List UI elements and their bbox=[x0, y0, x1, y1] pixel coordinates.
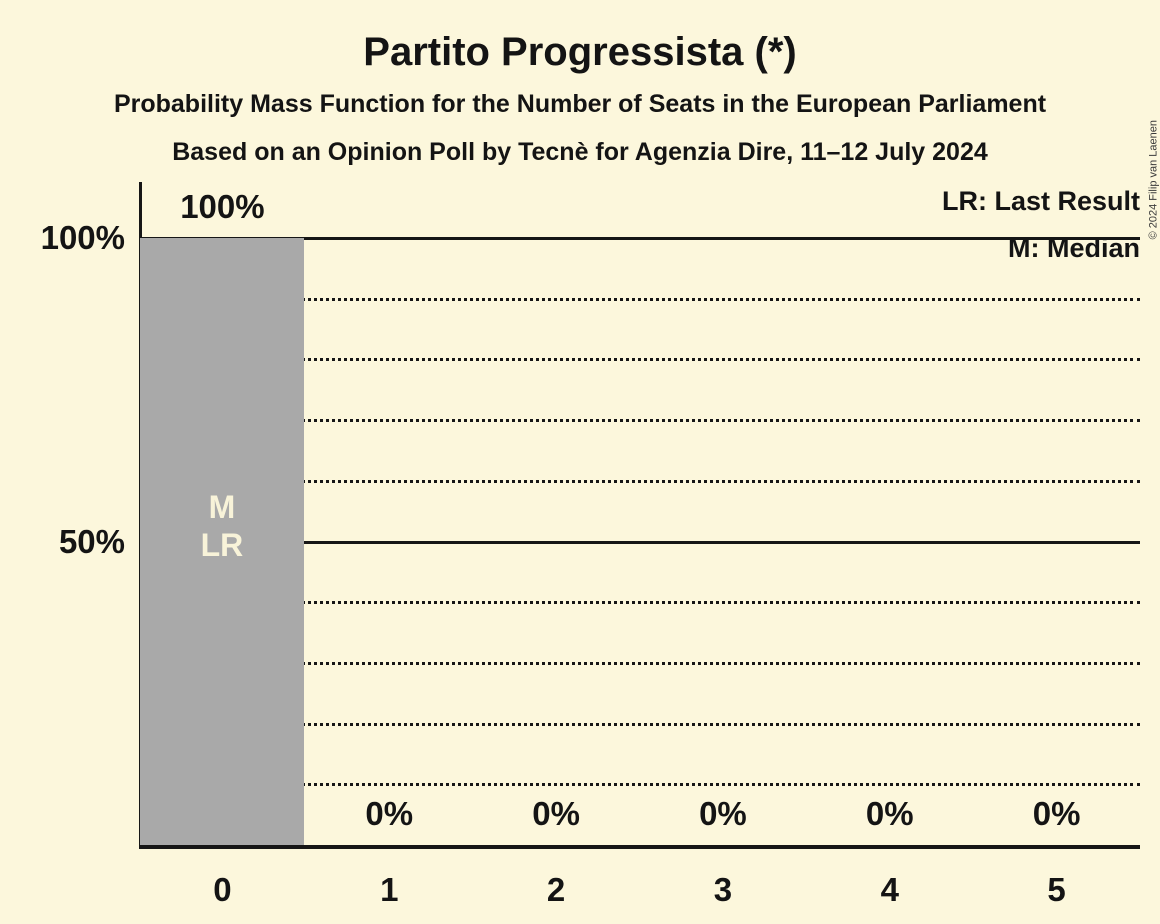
y-tick-100%: 100% bbox=[40, 219, 125, 256]
bar-seats-0 bbox=[140, 238, 304, 845]
gridline-dotted-70pct bbox=[139, 419, 1140, 423]
x-tick-4: 4 bbox=[880, 871, 899, 908]
x-axis-line bbox=[139, 845, 1140, 849]
gridline-solid-100pct bbox=[139, 237, 1140, 240]
plot-area: 100% 0% 0% 0% 0% 0% M LR bbox=[139, 182, 1140, 849]
bar-value-label: 0% bbox=[365, 795, 414, 832]
x-tick-1: 1 bbox=[380, 871, 399, 908]
chart-subtitle-line1: Probability Mass Function for the Number… bbox=[113, 90, 1047, 118]
chart-title: Partito Progressista (*) bbox=[363, 30, 797, 74]
bar-annotation-line: M bbox=[208, 488, 236, 525]
x-axis-labels: 0 1 2 3 4 5 bbox=[139, 868, 1140, 912]
gridline-dotted-40pct bbox=[139, 601, 1140, 605]
bar-annotation-line: LR bbox=[200, 526, 244, 563]
bar-value-label: 0% bbox=[699, 795, 747, 832]
gridline-dotted-60pct bbox=[139, 479, 1140, 483]
gridline-dotted-20pct bbox=[139, 722, 1140, 726]
gridline-solid-50pct bbox=[139, 540, 1140, 544]
x-tick-5: 5 bbox=[1047, 871, 1066, 908]
bar-value-label: 0% bbox=[532, 795, 580, 832]
x-tick-0: 0 bbox=[213, 871, 232, 908]
gridline-dotted-10pct bbox=[139, 783, 1140, 787]
bar-value-label: 100% bbox=[180, 188, 265, 225]
bar-value-label: 0% bbox=[865, 795, 914, 832]
gridline-dotted-80pct bbox=[139, 358, 1140, 362]
bar-value-label: 0% bbox=[1032, 795, 1081, 832]
gridline-dotted-90pct bbox=[139, 297, 1140, 301]
chart-subtitle-line2: Based on an Opinion Poll by Tecnè for Ag… bbox=[172, 138, 988, 166]
bar-annotation: M LR bbox=[140, 222, 304, 829]
legend-last-result: LR: Last Result bbox=[941, 186, 1140, 216]
gridline-dotted-30pct bbox=[139, 661, 1140, 665]
y-tick-50%: 50% bbox=[58, 522, 125, 560]
x-tick-3: 3 bbox=[713, 871, 733, 908]
x-tick-2: 2 bbox=[546, 871, 566, 908]
